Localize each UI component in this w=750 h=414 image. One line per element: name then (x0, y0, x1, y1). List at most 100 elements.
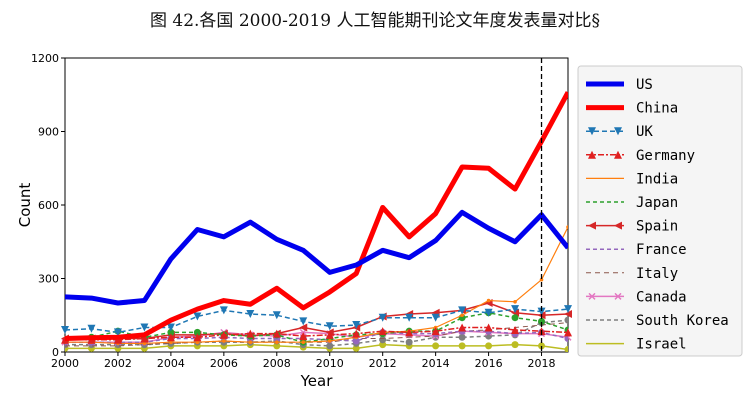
x-tick-label: 2000 (51, 357, 79, 370)
data-point-germany (564, 328, 572, 337)
data-point-germany (431, 327, 440, 336)
data-point-uk (564, 305, 572, 314)
series-line-italy (65, 322, 568, 347)
data-point-india (169, 340, 173, 345)
data-point-israel (379, 341, 387, 349)
legend-label-uk: UK (636, 124, 653, 140)
data-point-germany (484, 323, 493, 332)
legend-label-israel: Israel (636, 337, 687, 353)
x-tick-label: 2004 (157, 357, 185, 370)
y-tick-label: 900 (38, 126, 59, 139)
data-point-germany (219, 330, 228, 339)
data-point-uk (537, 307, 546, 316)
x-tick-label: 2016 (475, 357, 503, 370)
series-line-spain (65, 302, 568, 340)
data-point-uk (325, 322, 334, 331)
legend-label-germany: Germany (636, 148, 695, 164)
data-point-france (564, 335, 568, 343)
data-point-israel (511, 341, 519, 349)
x-axis-label: Year (300, 372, 334, 390)
data-point-spain (564, 310, 572, 319)
data-point-uk (219, 306, 228, 315)
data-point-germany (405, 328, 414, 337)
data-point-india (301, 340, 306, 345)
legend-label-china: China (636, 101, 678, 117)
legend-marker-germany (614, 150, 622, 159)
x-tick-label: 2010 (316, 357, 344, 370)
x-tick-label: 2018 (528, 357, 556, 370)
data-point-germany (352, 329, 361, 338)
data-point-india (222, 339, 226, 343)
data-point-germany (193, 333, 202, 342)
legend-marker-uk (614, 127, 622, 136)
data-point-spain (299, 323, 308, 332)
data-point-israel (432, 342, 440, 350)
data-point-india (195, 340, 200, 345)
legend-label-south-korea: South Korea (636, 313, 729, 329)
x-tick-label: 2002 (104, 357, 132, 370)
chart-title: 图 42.各国 2000-2019 人工智能期刊论文年度发表量对比§ (149, 11, 601, 31)
legend-marker-canada (614, 292, 622, 300)
series-line-china (65, 91, 568, 342)
legend-label-us: US (636, 77, 653, 93)
data-point-india (486, 298, 491, 303)
series-line-us (65, 209, 568, 306)
data-point-germany (325, 330, 334, 339)
series-line-canada (65, 330, 568, 343)
data-point-germany (246, 329, 255, 338)
data-point-uk (431, 313, 440, 322)
data-point-israel (564, 346, 568, 352)
legend-marker-spain (614, 221, 622, 230)
data-point-uk (484, 308, 493, 317)
legend-label-france: France (636, 242, 687, 258)
data-point-india (460, 313, 464, 318)
data-point-germany (378, 327, 387, 336)
legend-label-japan: Japan (636, 195, 678, 211)
data-point-israel (273, 342, 281, 350)
data-point-uk (352, 321, 361, 330)
data-point-uk (166, 323, 175, 332)
data-point-uk (193, 312, 202, 321)
data-point-india (327, 339, 332, 343)
data-point-india (513, 299, 517, 304)
data-point-uk (378, 313, 387, 322)
x-tick-label: 2014 (422, 357, 450, 370)
data-point-india (539, 277, 544, 282)
data-point-south-korea (379, 336, 387, 344)
legend-marker-uk (588, 127, 596, 136)
data-point-israel (352, 344, 360, 352)
data-point-germany (511, 325, 520, 334)
data-point-japan (538, 317, 546, 325)
series-line-india (65, 226, 568, 345)
series-line-uk (65, 308, 568, 334)
data-point-germany (61, 335, 69, 344)
data-point-south-korea (405, 338, 413, 346)
legend-label-spain: Spain (636, 219, 678, 235)
data-point-germany (166, 333, 175, 342)
x-tick-label: 2008 (263, 357, 291, 370)
data-point-germany (272, 329, 281, 338)
y-tick-label: 0 (52, 346, 59, 359)
y-tick-label: 600 (38, 199, 59, 212)
data-point-uk (272, 311, 281, 320)
data-point-japan (193, 328, 201, 336)
data-point-uk (113, 328, 122, 337)
data-point-germany (299, 332, 308, 341)
data-point-india (274, 340, 279, 345)
y-axis-label: Count (16, 183, 34, 228)
x-tick-label: 2012 (369, 357, 397, 370)
data-point-japan (167, 328, 175, 336)
data-point-uk (511, 305, 520, 314)
data-point-india (248, 340, 253, 345)
data-point-germany (458, 323, 467, 332)
series-line-israel (65, 343, 568, 351)
data-point-uk (61, 325, 69, 334)
data-point-uk (246, 310, 255, 319)
data-point-israel (538, 342, 546, 350)
y-tick-label: 1200 (31, 52, 59, 65)
legend-box (577, 65, 743, 357)
data-point-south-korea (458, 333, 466, 341)
legend-marker-canada (588, 292, 596, 300)
data-point-uk (458, 306, 467, 315)
